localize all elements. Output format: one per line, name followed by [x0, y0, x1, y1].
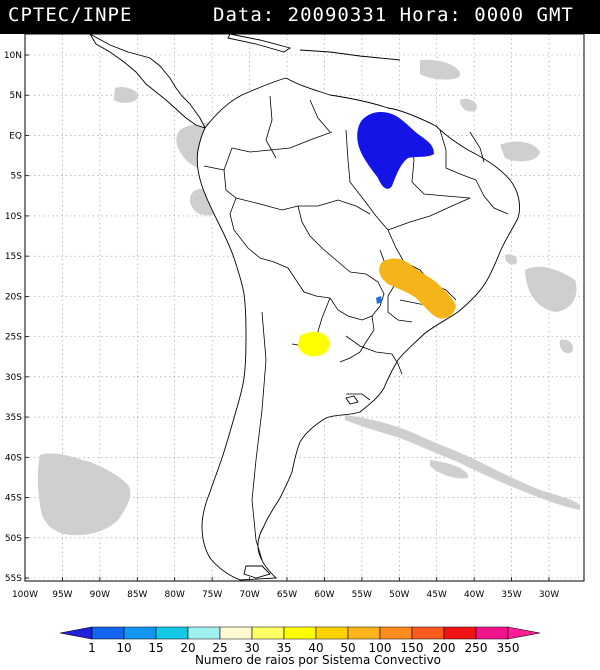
colorbar-segment — [251, 626, 285, 640]
lon-label: 45W — [427, 590, 447, 600]
colorbar-tick-label: 30 — [244, 641, 259, 655]
lat-label: 25S — [5, 333, 22, 343]
colorbar-segment — [219, 626, 253, 640]
cluster-ms-spot — [376, 296, 382, 304]
colorbar-segment — [91, 626, 125, 640]
lon-label: 80W — [165, 590, 185, 600]
colorbar-segment — [315, 626, 349, 640]
colorbar-segment — [443, 626, 477, 640]
colorbar-tick-label: 150 — [401, 641, 424, 655]
tierra-del-fuego — [243, 565, 271, 579]
timestamp-label: Data: 20090331 Hora: 0000 GMT — [213, 4, 574, 26]
lightning-clusters — [298, 112, 456, 357]
lat-label: 45S — [5, 494, 22, 504]
lon-label: 55W — [352, 590, 372, 600]
hour-label: Hora: — [399, 4, 462, 26]
latitude-labels: 10N 5N EQ 5S 10S 15S 20S 25S 30S 35S 40S 45S 50S 55S — [4, 51, 29, 584]
colorbar-tick-label: 100 — [369, 641, 392, 655]
lat-label: 20S — [5, 292, 22, 302]
date-label: Data: — [213, 4, 276, 26]
cluster-norte — [357, 112, 434, 189]
lat-label: 5N — [10, 91, 22, 101]
map-svg: 10N5NEQ5S10S15S20S25S30S35S40S45S50S55S … — [4, 34, 585, 667]
lon-label: 50W — [389, 590, 409, 600]
colorbar-tick-label: 20 — [180, 641, 195, 655]
colorbar-segment — [347, 626, 381, 640]
lon-label: 35W — [501, 590, 521, 600]
central-america-outline — [89, 34, 206, 129]
map-panel: 10N 5N EQ 5S 10S 15S 20S 25S 30S 35S 40S 45S 50S 55S … — [0, 34, 600, 670]
lat-label: 30S — [5, 373, 22, 383]
lon-label: 30W — [539, 590, 559, 600]
lon-label: 40W — [464, 590, 484, 600]
colorbar-segment — [411, 626, 445, 640]
colorbar-tick-label: 15 — [148, 641, 163, 655]
longitude-labels: 100W 95W 90W 85W 80W 75W 70W 65W 60W 55W 50W 45W 40W… — [12, 577, 559, 600]
coastlines — [89, 34, 521, 581]
lat-label: EQ — [9, 131, 22, 141]
caribbean-coast — [299, 49, 401, 61]
colorbar-tick-label: 10 — [116, 641, 131, 655]
lat-label: 55S — [5, 574, 22, 584]
lon-label: 100W — [12, 590, 38, 600]
lat-label: 10S — [5, 212, 22, 222]
lat-label: 35S — [5, 413, 22, 423]
cluster-argentina — [298, 331, 330, 357]
colorbar-tick-label: 40 — [308, 641, 323, 655]
colorbar-segment — [59, 626, 93, 640]
colorbar — [59, 626, 541, 640]
lon-label: 70W — [239, 590, 259, 600]
date-value: 20090331 — [287, 4, 388, 26]
colorbar-segment — [123, 626, 157, 640]
header-bar: CPTEC/INPE Data: 20090331 Hora: 0000 GMT — [0, 0, 600, 34]
colorbar-segment — [187, 626, 221, 640]
organization-label: CPTEC/INPE — [8, 4, 133, 26]
colorbar-segment — [475, 626, 509, 640]
lat-label: 40S — [5, 453, 22, 463]
lat-label: 50S — [5, 534, 22, 544]
colorbar-tick-label: 250 — [465, 641, 488, 655]
lat-label: 10N — [4, 51, 22, 61]
time-value: 0000 — [474, 4, 525, 26]
colorbar-tick-label: 200 — [433, 641, 456, 655]
colorbar-tick-labels: 1 10 15 20 25 30 35 40 50 100 150 200 250 350 — [88, 641, 519, 655]
lon-label: 95W — [52, 590, 72, 600]
colorbar-tick-label: 50 — [340, 641, 355, 655]
colorbar-tick-label: 35 — [276, 641, 291, 655]
lon-label: 90W — [90, 590, 110, 600]
lat-label: 5S — [11, 172, 23, 182]
lon-label: 65W — [277, 590, 297, 600]
lat-label: 15S — [5, 252, 22, 262]
lon-label: 75W — [202, 590, 222, 600]
colorbar-tick-label: 25 — [212, 641, 227, 655]
colorbar-segment — [507, 626, 541, 640]
south-america-outline — [196, 77, 521, 581]
colorbar-segment — [155, 626, 189, 640]
plot-frame — [24, 34, 585, 582]
cuba-island — [227, 34, 292, 53]
colorbar-segment — [379, 626, 413, 640]
lon-label: 85W — [127, 590, 147, 600]
lon-label: 60W — [314, 590, 334, 600]
colorbar-tick-label: 1 — [88, 641, 96, 655]
cluster-sudeste — [379, 258, 456, 319]
timezone-value: GMT — [536, 4, 574, 26]
colorbar-title: Numero de raios por Sistema Convectivo — [195, 653, 441, 667]
colorbar-tick-label: 350 — [497, 641, 520, 655]
colorbar-segment — [283, 626, 317, 640]
falkland-islands — [345, 395, 359, 405]
